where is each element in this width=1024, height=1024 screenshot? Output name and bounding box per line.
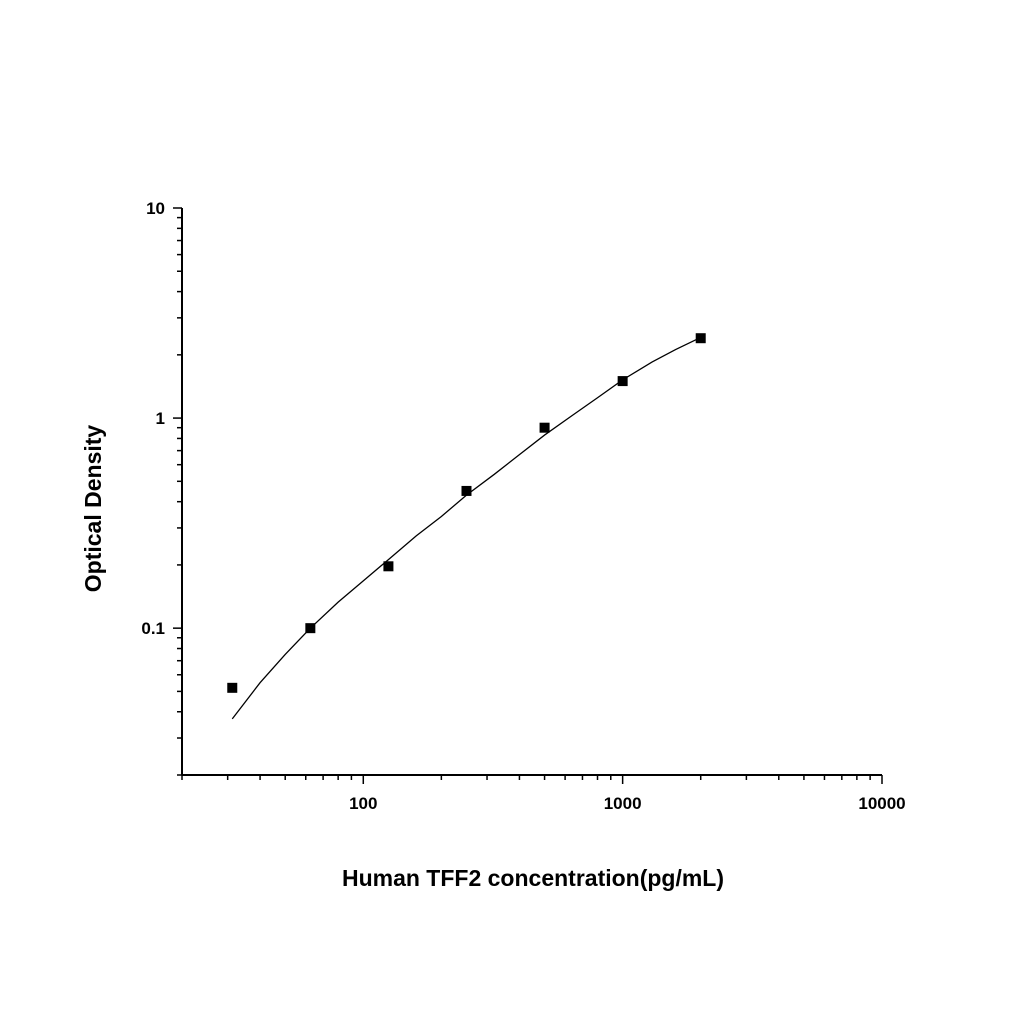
data-point — [383, 561, 394, 572]
x-tick-label: 10000 — [858, 794, 905, 813]
x-tick-label: 100 — [349, 794, 377, 813]
data-point — [617, 376, 628, 387]
y-axis-title: Optical Density — [80, 425, 106, 593]
x-axis-title: Human TFF2 concentration(pg/mL) — [342, 865, 724, 891]
ticks — [173, 207, 883, 784]
data-point — [305, 623, 316, 634]
fit-curve-line — [231, 336, 702, 720]
y-tick-label: 10 — [146, 199, 165, 218]
axes — [181, 208, 882, 776]
tick-labels: 100 1000 10000 0.1 1 10 — [141, 199, 905, 813]
data-points — [227, 333, 706, 693]
y-tick-label: 0.1 — [141, 619, 165, 638]
data-point — [695, 333, 706, 344]
data-point — [461, 485, 472, 496]
x-tick-label: 1000 — [604, 794, 642, 813]
data-point — [227, 682, 238, 693]
y-tick-label: 1 — [156, 409, 165, 428]
data-point — [539, 422, 550, 433]
